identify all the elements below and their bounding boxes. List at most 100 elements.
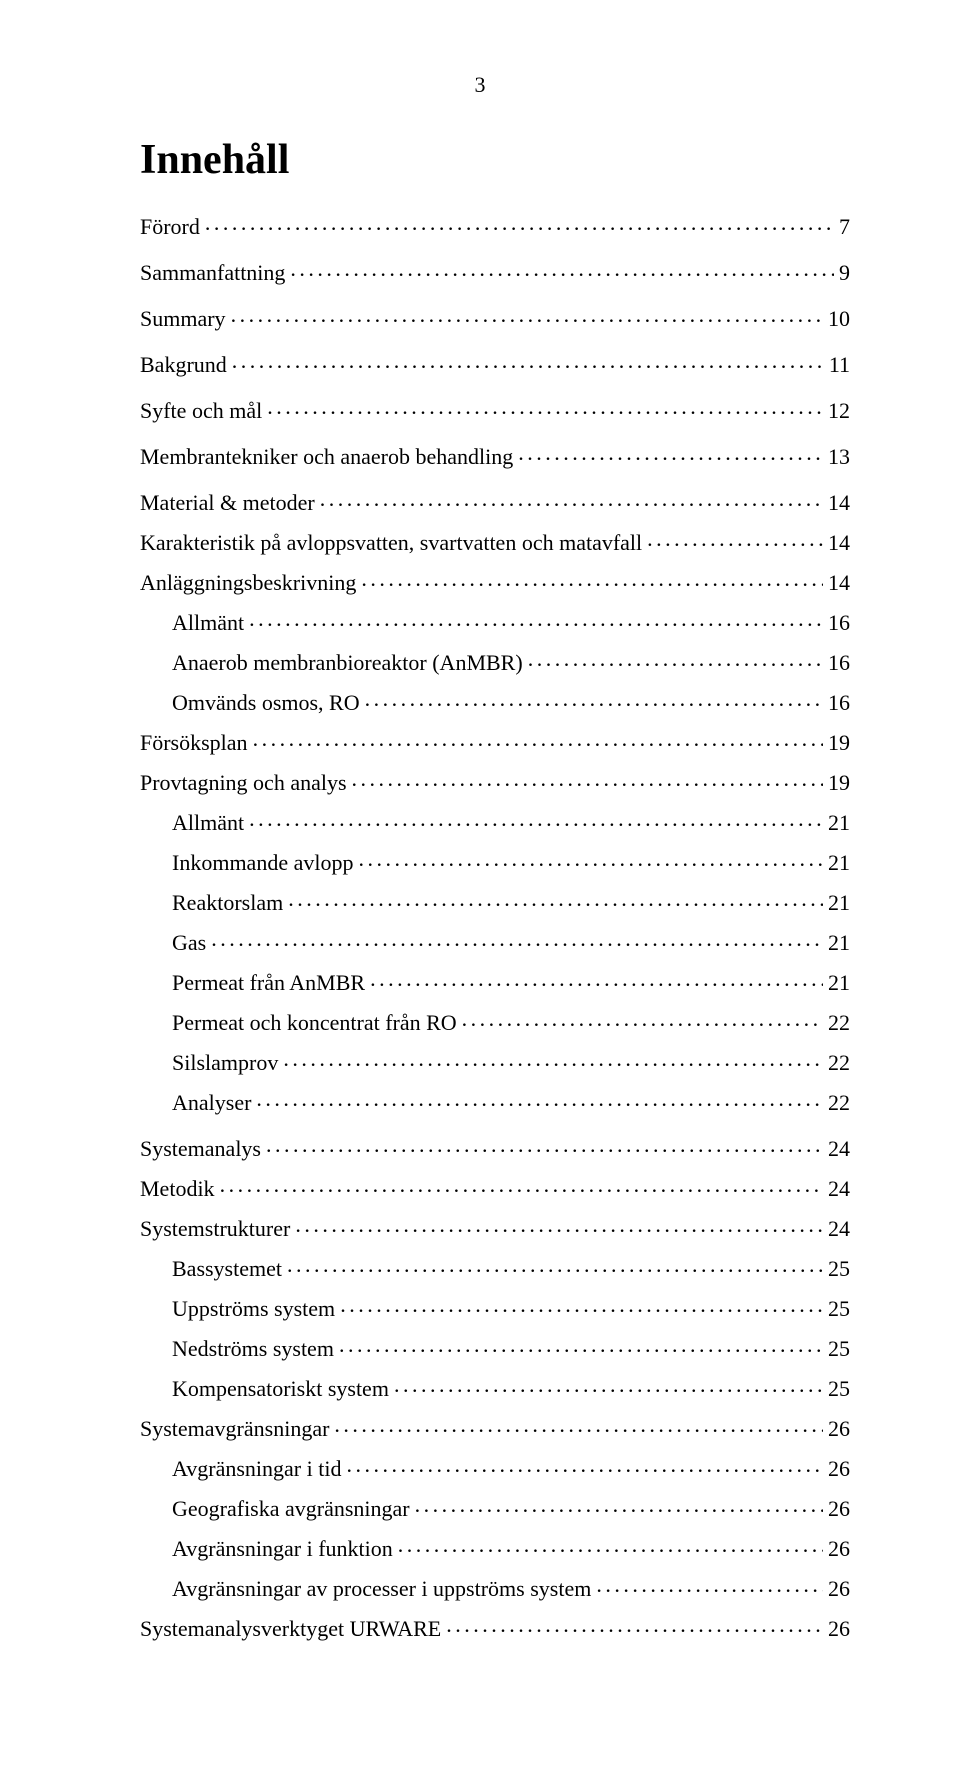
toc-entry-label: Permeat från AnMBR	[172, 972, 365, 994]
toc-entry-page: 21	[828, 812, 850, 834]
toc-entry: Metodik24	[140, 1174, 850, 1200]
toc-dot-leader	[267, 396, 823, 418]
toc-dot-leader	[398, 1534, 823, 1556]
toc-entry: Förord7	[140, 212, 850, 238]
toc-entry: Systemavgränsningar26	[140, 1414, 850, 1440]
toc-entry-page: 22	[828, 1052, 850, 1074]
table-of-contents: Förord7 Sammanfattning9 Summary 10 Bakgrund 1…	[140, 212, 850, 1640]
toc-entry: Material & metoder14	[140, 488, 850, 514]
toc-entry-label: Allmänt	[172, 612, 244, 634]
toc-entry-page: 13	[828, 446, 850, 468]
toc-entry-page: 12	[828, 400, 850, 422]
toc-entry-page: 22	[828, 1092, 850, 1114]
toc-entry-label: Sammanfattning	[140, 262, 285, 284]
toc-entry-page: 24	[828, 1178, 850, 1200]
toc-dot-leader	[290, 258, 834, 280]
toc-dot-leader	[518, 442, 823, 464]
toc-dot-leader	[596, 1574, 823, 1596]
toc-dot-leader	[462, 1008, 823, 1030]
toc-entry-page: 26	[828, 1458, 850, 1480]
toc-entry-label: Syfte och mål	[140, 400, 262, 422]
toc-entry-page: 21	[828, 852, 850, 874]
toc-entry-label: Anaerob membranbioreaktor (AnMBR)	[172, 652, 523, 674]
toc-entry-label: Bassystemet	[172, 1258, 282, 1280]
toc-entry-label: Gas	[172, 932, 206, 954]
toc-entry: Omvänds osmos, RO16	[140, 688, 850, 714]
toc-entry-label: Förord	[140, 216, 200, 238]
toc-entry: Bakgrund 11	[140, 350, 850, 376]
toc-entry: Summary 10	[140, 304, 850, 330]
toc-entry-label: Systemstrukturer	[140, 1218, 290, 1240]
page-number: 3	[0, 72, 960, 98]
toc-entry: Avgränsningar i funktion26	[140, 1534, 850, 1560]
toc-entry-label: Avgränsningar av processer i uppströms s…	[172, 1578, 591, 1600]
toc-dot-leader	[370, 968, 823, 990]
toc-entry-page: 10	[828, 308, 850, 330]
toc-entry: Membrantekniker och anaerob behandling 13	[140, 442, 850, 468]
toc-dot-leader	[249, 608, 823, 630]
toc-entry: Silslamprov22	[140, 1048, 850, 1074]
toc-entry-label: Provtagning och analys	[140, 772, 347, 794]
toc-entry: Sammanfattning9	[140, 258, 850, 284]
toc-dot-leader	[295, 1214, 823, 1236]
document-page: 3 Innehåll Förord7Sammanfattning9Summary…	[0, 0, 960, 1772]
toc-entry: Permeat och koncentrat från RO22	[140, 1008, 850, 1034]
toc-entry-page: 16	[828, 692, 850, 714]
toc-entry-page: 24	[828, 1138, 850, 1160]
toc-dot-leader	[287, 1254, 823, 1276]
toc-entry-page: 26	[828, 1618, 850, 1640]
toc-entry: Anaerob membranbioreaktor (AnMBR) 16	[140, 648, 850, 674]
toc-entry-label: Inkommande avlopp	[172, 852, 353, 874]
toc-dot-leader	[339, 1334, 823, 1356]
toc-entry: Avgränsningar av processer i uppströms s…	[140, 1574, 850, 1600]
toc-entry-page: 14	[828, 532, 850, 554]
toc-entry-page: 25	[828, 1258, 850, 1280]
toc-entry-page: 19	[828, 772, 850, 794]
toc-entry-label: Karakteristik på avloppsvatten, svartvat…	[140, 532, 642, 554]
toc-entry-label: Bakgrund	[140, 354, 227, 376]
toc-entry-label: Uppströms system	[172, 1298, 335, 1320]
toc-entry-label: Systemanalysverktyget URWARE	[140, 1618, 441, 1640]
toc-entry-label: Kompensatoriskt system	[172, 1378, 389, 1400]
toc-entry-page: 26	[828, 1578, 850, 1600]
toc-entry: Systemstrukturer24	[140, 1214, 850, 1240]
toc-entry-page: 25	[828, 1298, 850, 1320]
toc-entry: Karakteristik på avloppsvatten, svartvat…	[140, 528, 850, 554]
toc-entry-page: 14	[828, 572, 850, 594]
toc-entry-label: Reaktorslam	[172, 892, 283, 914]
toc-entry: Anläggningsbeskrivning 14	[140, 568, 850, 594]
toc-entry: Nedströms system25	[140, 1334, 850, 1360]
toc-entry-label: Avgränsningar i tid	[172, 1458, 341, 1480]
toc-entry: Geografiska avgränsningar26	[140, 1494, 850, 1520]
toc-entry-page: 21	[828, 892, 850, 914]
toc-dot-leader	[231, 304, 823, 326]
toc-entry: Inkommande avlopp 21	[140, 848, 850, 874]
toc-entry: Försöksplan19	[140, 728, 850, 754]
toc-dot-leader	[211, 928, 823, 950]
toc-entry-label: Geografiska avgränsningar	[172, 1498, 410, 1520]
toc-entry-page: 26	[828, 1538, 850, 1560]
toc-dot-leader	[340, 1294, 823, 1316]
toc-entry-page: 16	[828, 652, 850, 674]
toc-dot-leader	[334, 1414, 823, 1436]
toc-entry-label: Systemanalys	[140, 1138, 261, 1160]
toc-entry: Gas 21	[140, 928, 850, 954]
toc-entry-page: 14	[828, 492, 850, 514]
toc-entry-label: Anläggningsbeskrivning	[140, 572, 356, 594]
toc-dot-leader	[394, 1374, 823, 1396]
toc-entry-page: 21	[828, 972, 850, 994]
toc-entry-label: Nedströms system	[172, 1338, 334, 1360]
toc-entry: Avgränsningar i tid 26	[140, 1454, 850, 1480]
toc-dot-leader	[256, 1088, 823, 1110]
toc-entry-label: Permeat och koncentrat från RO	[172, 1012, 457, 1034]
toc-entry-label: Membrantekniker och anaerob behandling	[140, 446, 513, 468]
toc-entry-label: Summary	[140, 308, 226, 330]
toc-entry-page: 21	[828, 932, 850, 954]
toc-entry: Provtagning och analys 19	[140, 768, 850, 794]
toc-dot-leader	[528, 648, 823, 670]
toc-entry-page: 11	[829, 354, 850, 376]
toc-entry: Uppströms system 25	[140, 1294, 850, 1320]
toc-entry: Systemanalys 24	[140, 1134, 850, 1160]
toc-dot-leader	[220, 1174, 823, 1196]
toc-entry-label: Försöksplan	[140, 732, 248, 754]
